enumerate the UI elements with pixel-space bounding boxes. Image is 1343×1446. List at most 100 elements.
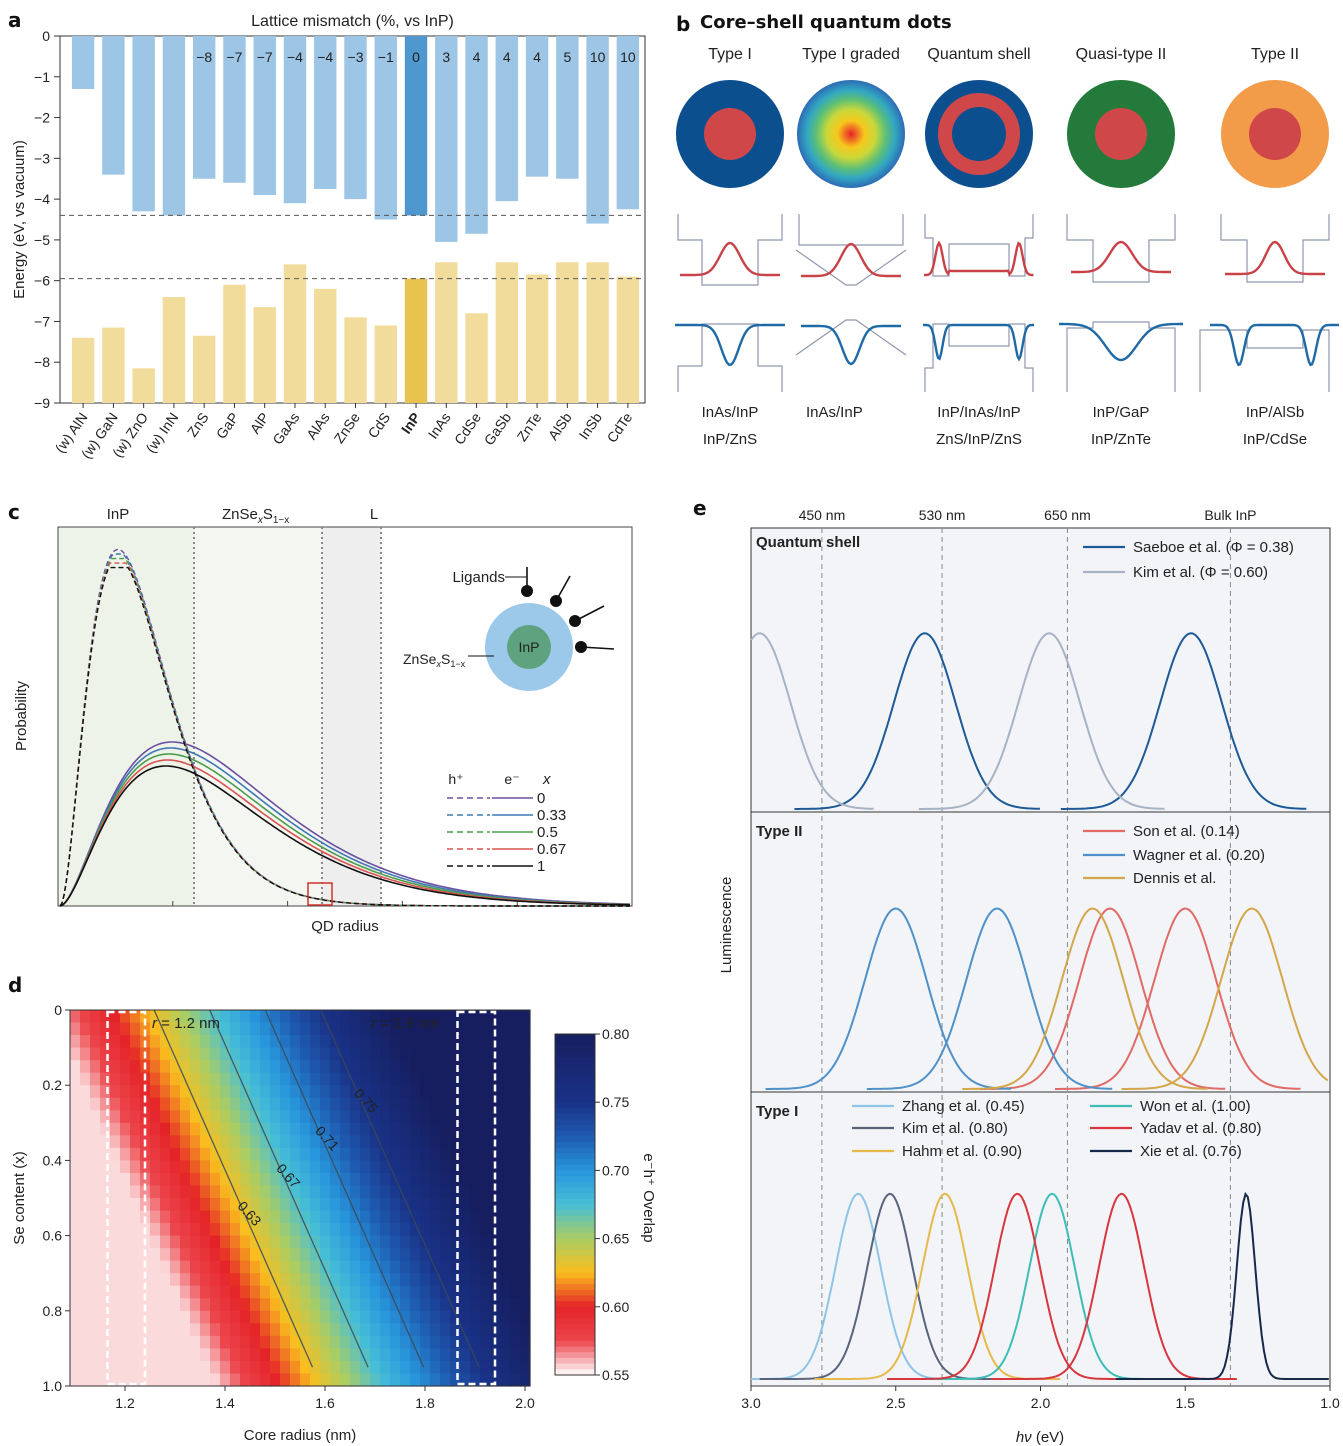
heatmap-cell xyxy=(470,1047,481,1061)
heatmap-cell xyxy=(170,1273,181,1287)
heatmap-cell xyxy=(90,1210,101,1224)
heatmap-cell xyxy=(230,1135,241,1149)
panel-c-label: c xyxy=(8,500,20,524)
heatmap-cell xyxy=(470,1072,481,1086)
colorbar-cell xyxy=(555,1255,595,1262)
heatmap-cell xyxy=(220,1335,231,1349)
heatmap-cell xyxy=(190,1235,201,1249)
dot-type-1-core xyxy=(704,108,756,160)
heatmap-cell xyxy=(70,1285,81,1299)
column-title: Type II xyxy=(1251,46,1299,63)
heatmap-cell xyxy=(410,1072,421,1086)
heatmap-cell xyxy=(200,1085,211,1099)
heatmap-cell xyxy=(360,1010,371,1024)
heatmap-cell xyxy=(380,1360,391,1375)
cb-bar xyxy=(344,36,367,200)
heatmap-cell xyxy=(210,1085,221,1099)
heatmap-cell xyxy=(470,1210,481,1224)
heatmap-cell xyxy=(420,1022,431,1036)
example-label: InP/ZnTe xyxy=(1091,431,1151,448)
example-label: InP/AlSb xyxy=(1246,404,1304,421)
heatmap-cell xyxy=(470,1147,481,1161)
heatmap-cell xyxy=(120,1047,131,1061)
heatmap-cell xyxy=(230,1198,241,1212)
heatmap-cell xyxy=(80,1047,91,1061)
heatmap-cell xyxy=(270,1273,281,1287)
heatmap-cell xyxy=(80,1285,91,1299)
heatmap-cell xyxy=(370,1085,381,1099)
spectrum-curve xyxy=(1060,632,1307,810)
heatmap-cell xyxy=(210,1185,221,1199)
heatmap-cell xyxy=(420,1198,431,1212)
heatmap-cell xyxy=(480,1085,491,1099)
heatmap-cell xyxy=(390,1198,401,1212)
heatmap-cell xyxy=(230,1223,241,1237)
heatmap-cell xyxy=(370,1360,381,1375)
heatmap-cell xyxy=(420,1323,431,1337)
x-tick-label: 2.0 xyxy=(1031,1395,1051,1411)
colorbar-cell xyxy=(555,1249,595,1257)
legend-value: 0 xyxy=(537,790,545,807)
heatmap-cell xyxy=(500,1110,511,1124)
vb-band-qs xyxy=(924,323,1034,392)
heatmap-cell xyxy=(510,1122,521,1136)
heatmap-cell xyxy=(290,1135,301,1149)
heatmap-cell xyxy=(280,1235,291,1249)
heatmap-cell xyxy=(240,1122,251,1136)
heatmap-cell xyxy=(230,1085,241,1099)
heatmap-cell xyxy=(290,1223,301,1237)
vb-bar xyxy=(344,317,367,403)
heatmap-cell xyxy=(470,1298,481,1312)
heatmap-cell xyxy=(460,1198,471,1212)
heatmap-cell xyxy=(390,1072,401,1086)
heatmap-cell xyxy=(320,1110,331,1124)
heatmap-cell xyxy=(380,1047,391,1061)
colorbar-frame xyxy=(554,1033,596,1376)
heatmap-cell xyxy=(500,1373,511,1387)
heatmap-cell xyxy=(80,1147,91,1161)
heatmap-cell xyxy=(480,1135,491,1149)
heatmap-cell xyxy=(290,1248,301,1262)
x-tick-label: 2.5 xyxy=(886,1395,906,1411)
heatmap-cell xyxy=(500,1035,511,1049)
spectrum-curve xyxy=(794,632,1040,810)
legend-x: x xyxy=(542,771,551,788)
heatmap-cell xyxy=(230,1160,241,1174)
x-tick-label: 1.4 xyxy=(215,1395,235,1411)
heatmap-cell xyxy=(220,1172,231,1187)
heatmap-cell xyxy=(300,1122,311,1136)
heatmap-cell xyxy=(70,1122,81,1136)
heatmap-cell xyxy=(80,1010,91,1024)
heatmap-cell xyxy=(380,1122,391,1136)
heatmap-cell xyxy=(250,1097,261,1111)
heatmap-cell xyxy=(70,1060,81,1074)
heatmap-cell xyxy=(320,1248,331,1262)
plot-bg xyxy=(751,528,1330,1386)
heatmap-cell xyxy=(370,1172,381,1187)
heatmap-cell xyxy=(380,1223,391,1237)
colorbar-cell xyxy=(555,1102,595,1109)
heatmap-cell xyxy=(430,1223,441,1237)
heatmap-cell xyxy=(430,1235,441,1249)
heatmap-cell xyxy=(280,1323,291,1337)
heatmap-cell xyxy=(400,1022,411,1036)
heatmap-cell xyxy=(510,1210,521,1224)
heatmap-cell xyxy=(350,1248,361,1262)
heatmap-cell xyxy=(100,1047,111,1061)
mismatch-label: −4 xyxy=(287,49,303,65)
heatmap-cell xyxy=(340,1248,351,1262)
heatmap-cell xyxy=(160,1110,171,1124)
heatmap-cell xyxy=(360,1260,371,1274)
heatmap-cell xyxy=(100,1010,111,1024)
heatmap-cell xyxy=(520,1348,531,1362)
heatmap-cell xyxy=(400,1273,411,1287)
heatmap-cell xyxy=(500,1260,511,1274)
heatmap-cell xyxy=(300,1260,311,1274)
heatmap-cell xyxy=(300,1085,311,1099)
heatmap-cell xyxy=(320,1060,331,1074)
wavefunction xyxy=(680,241,780,277)
colorbar-cell xyxy=(555,1181,595,1189)
heatmap-cell xyxy=(90,1348,101,1362)
heatmap-cell xyxy=(170,1010,181,1024)
heatmap-cell xyxy=(260,1135,271,1149)
